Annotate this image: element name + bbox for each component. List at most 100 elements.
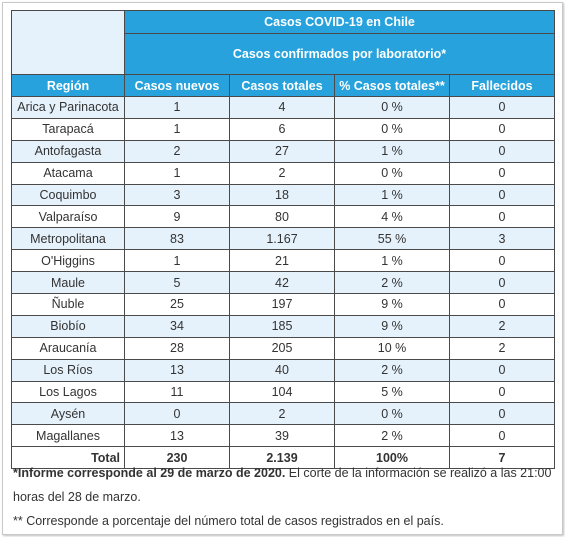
footnote-1-bold: *Informe corresponde al 29 de marzo de 2… — [13, 466, 286, 480]
cell-fallecidos: 0 — [449, 293, 555, 316]
total-casos-totales: 2.139 — [229, 446, 335, 470]
cell-region: Tarapacá — [11, 117, 125, 141]
cell-casos-totales: 80 — [229, 205, 335, 229]
cell-fallecidos: 0 — [449, 380, 555, 404]
table-row: Aysén 0 2 0 % 0 — [11, 402, 555, 426]
cell-region: Atacama — [11, 161, 125, 185]
column-header-casos-nuevos: Casos nuevos — [124, 74, 230, 97]
cell-casos-nuevos: 2 — [124, 139, 230, 163]
cell-casos-totales: 205 — [229, 336, 335, 360]
cell-region: O'Higgins — [11, 249, 125, 273]
cell-fallecidos: 0 — [449, 358, 555, 382]
column-header-porcentaje: % Casos totales** — [334, 74, 450, 97]
cell-casos-nuevos: 28 — [124, 336, 230, 360]
cell-region: Los Lagos — [11, 380, 125, 404]
cell-porcentaje: 1 % — [334, 249, 450, 273]
cell-porcentaje: 9 % — [334, 314, 450, 338]
cell-casos-totales: 185 — [229, 314, 335, 338]
cell-casos-nuevos: 3 — [124, 183, 230, 207]
footnote-2: ** Corresponde a porcentaje del número t… — [13, 514, 444, 528]
cell-region: Los Ríos — [11, 358, 125, 382]
table-row: Los Lagos 11 104 5 % 0 — [11, 380, 555, 404]
cell-porcentaje: 2 % — [334, 424, 450, 448]
cell-casos-totales: 6 — [229, 117, 335, 141]
cell-fallecidos: 0 — [449, 424, 555, 448]
cell-casos-nuevos: 9 — [124, 205, 230, 229]
total-row: Total 230 2.139 100% 7 — [11, 446, 555, 470]
cell-casos-nuevos: 1 — [124, 249, 230, 273]
table-row: Maule 5 42 2 % 0 — [11, 271, 555, 295]
table-row: O'Higgins 1 21 1 % 0 — [11, 249, 555, 273]
column-header-region: Región — [11, 74, 125, 97]
cell-fallecidos: 0 — [449, 249, 555, 273]
cell-region: Maule — [11, 271, 125, 295]
total-fallecidos: 7 — [449, 446, 555, 470]
cell-porcentaje: 4 % — [334, 205, 450, 229]
table-row: Magallanes 13 39 2 % 0 — [11, 424, 555, 448]
cell-fallecidos: 0 — [449, 96, 555, 119]
cell-fallecidos: 0 — [449, 402, 555, 426]
cell-casos-totales: 42 — [229, 271, 335, 295]
cell-casos-totales: 197 — [229, 293, 335, 316]
table-row: Antofagasta 2 27 1 % 0 — [11, 139, 555, 163]
cell-porcentaje: 55 % — [334, 227, 450, 251]
cell-region: Biobío — [11, 314, 125, 338]
cell-region: Aysén — [11, 402, 125, 426]
cell-casos-nuevos: 13 — [124, 424, 230, 448]
cell-porcentaje: 1 % — [334, 139, 450, 163]
cell-casos-totales: 39 — [229, 424, 335, 448]
cell-porcentaje: 10 % — [334, 336, 450, 360]
cell-region: Coquimbo — [11, 183, 125, 207]
total-porcentaje: 100% — [334, 446, 450, 470]
cell-region: Ñuble — [11, 293, 125, 316]
cell-porcentaje: 5 % — [334, 380, 450, 404]
footnote-1-rest: El corte de la información se realizó a … — [13, 466, 552, 504]
cell-region: Metropolitana — [11, 227, 125, 251]
cell-fallecidos: 2 — [449, 336, 555, 360]
cell-casos-totales: 2 — [229, 402, 335, 426]
cell-region: Arica y Parinacota — [11, 96, 125, 119]
table-title: Casos COVID-19 en Chile — [124, 10, 555, 34]
cell-casos-nuevos: 83 — [124, 227, 230, 251]
cell-region: Araucanía — [11, 336, 125, 360]
table-row: Coquimbo 3 18 1 % 0 — [11, 183, 555, 207]
cell-casos-totales: 2 — [229, 161, 335, 185]
cell-porcentaje: 0 % — [334, 402, 450, 426]
table-row: Los Ríos 13 40 2 % 0 — [11, 358, 555, 382]
cell-casos-nuevos: 1 — [124, 161, 230, 185]
cell-casos-nuevos: 11 — [124, 380, 230, 404]
cell-casos-nuevos: 1 — [124, 117, 230, 141]
cell-porcentaje: 2 % — [334, 271, 450, 295]
cell-porcentaje: 0 % — [334, 161, 450, 185]
cell-porcentaje: 2 % — [334, 358, 450, 382]
table-subtitle: Casos confirmados por laboratorio* — [124, 33, 555, 75]
cell-porcentaje: 1 % — [334, 183, 450, 207]
cell-fallecidos: 0 — [449, 161, 555, 185]
footnote-1: *Informe corresponde al 29 de marzo de 2… — [13, 461, 553, 509]
table-row: Araucanía 28 205 10 % 2 — [11, 336, 555, 360]
cell-casos-totales: 18 — [229, 183, 335, 207]
table-row: Ñuble 25 197 9 % 0 — [11, 293, 555, 316]
cell-casos-totales: 27 — [229, 139, 335, 163]
cell-fallecidos: 0 — [449, 205, 555, 229]
column-header-casos-totales: Casos totales — [229, 74, 335, 97]
table-row: Arica y Parinacota 1 4 0 % 0 — [11, 96, 555, 119]
cell-region: Antofagasta — [11, 139, 125, 163]
cell-fallecidos: 0 — [449, 139, 555, 163]
table-row: Metropolitana 83 1.167 55 % 3 — [11, 227, 555, 251]
table-row: Tarapacá 1 6 0 % 0 — [11, 117, 555, 141]
covid-table: Casos COVID-19 en Chile Casos confirmado… — [11, 10, 555, 470]
cell-casos-nuevos: 0 — [124, 402, 230, 426]
cell-region: Valparaíso — [11, 205, 125, 229]
cell-fallecidos: 0 — [449, 117, 555, 141]
cell-fallecidos: 2 — [449, 314, 555, 338]
cell-fallecidos: 0 — [449, 183, 555, 207]
cell-casos-nuevos: 5 — [124, 271, 230, 295]
total-label: Total — [11, 446, 125, 470]
cell-casos-nuevos: 25 — [124, 293, 230, 316]
cell-casos-nuevos: 34 — [124, 314, 230, 338]
table-body: Arica y Parinacota 1 4 0 % 0 Tarapacá 1 6 0 % 0 An… — [11, 96, 555, 448]
cell-casos-totales: 40 — [229, 358, 335, 382]
table-row: Atacama 1 2 0 % 0 — [11, 161, 555, 185]
total-casos-nuevos: 230 — [124, 446, 230, 470]
